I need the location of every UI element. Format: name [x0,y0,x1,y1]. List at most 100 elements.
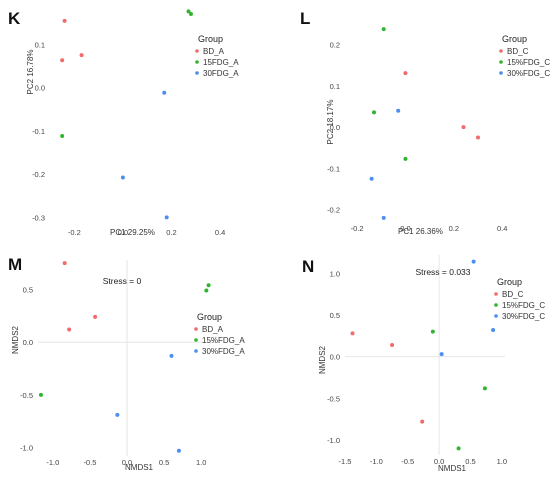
y-tick-label: -0.1 [327,164,340,173]
legend-swatch [194,349,198,353]
legend-item: 30%FDG_C [507,69,550,78]
legend-swatch [194,327,198,331]
legend-item: BD_A [203,47,225,56]
data-point-fdg30 [369,176,374,181]
x-tick-label: 1.0 [196,458,206,467]
data-point-fdg15 [381,27,386,32]
data-point-fdg15 [372,110,377,115]
x-tick-label: 0.0 [400,224,410,233]
data-point-fdg30 [471,259,476,264]
x-tick-label: -0.5 [401,457,414,466]
legend-item: 15%FDG_C [502,301,545,310]
x-tick-label: 0.4 [215,228,225,237]
y-tick-label: 0.0 [330,123,340,132]
data-point-fdg30 [381,215,386,220]
y-axis-label: PC2 18.17% [326,100,335,145]
legend-item: 15FDG_A [203,58,239,67]
data-point-fdg15 [456,446,461,451]
data-point-bd [420,419,425,424]
y-axis-label: NMDS2 [318,345,327,374]
legend-item: 30%FDG_C [502,312,545,321]
legend-item: 30%FDG_A [202,347,245,356]
data-point-fdg15 [60,134,65,139]
x-tick-label: 0.5 [465,457,475,466]
data-point-bd [93,314,98,319]
x-tick-label: 0.2 [449,224,459,233]
data-point-bd [67,327,72,332]
y-tick-label: -0.5 [20,391,33,400]
x-tick-label: -1.5 [339,457,352,466]
legend-swatch [494,292,498,296]
legend-swatch [195,49,199,53]
x-axis-label: PC1 29.25% [110,228,155,237]
legend-swatch [494,303,498,307]
legend-title: Group [198,34,223,44]
x-tick-label: 0.0 [122,458,132,467]
y-axis-label: NMDS2 [11,325,20,354]
data-point-fdg30 [439,352,444,357]
y-tick-label: -0.2 [32,170,45,179]
legend-swatch [194,338,198,342]
y-tick-label: 0.2 [330,41,340,50]
legend-swatch [499,71,503,75]
panel-label: K [8,9,21,28]
y-tick-label: 0.5 [330,311,340,320]
panel-label: N [302,257,314,276]
legend-swatch [195,71,199,75]
y-tick-label: 0.1 [330,82,340,91]
data-point-fdg15 [204,288,209,293]
data-point-bd [60,58,65,63]
data-point-fdg30 [396,108,401,113]
data-point-fdg15 [430,329,435,334]
x-tick-label: 0.0 [434,457,444,466]
data-point-fdg30 [164,215,169,220]
panel-label: L [300,9,310,28]
y-tick-label: 0.0 [23,338,33,347]
data-point-fdg15 [403,156,408,161]
data-point-fdg30 [491,328,496,332]
legend-item: BD_C [502,290,524,299]
legend-swatch [499,49,503,53]
data-point-fdg15 [188,12,193,16]
y-tick-label: -1.0 [327,436,340,445]
legend-item: BD_A [202,325,224,334]
x-tick-label: -1.0 [370,457,383,466]
legend-title: Group [502,34,527,44]
data-point-fdg30 [115,412,120,417]
panel-n: N -1.5 -1.0 -0.5 0.0 0.5 1.0 1.0 0.5 0.0 -0.5 -1.0 N… [302,255,545,473]
y-axis-label: PC2 16.78% [26,50,35,95]
y-tick-label: 0.1 [35,40,45,49]
legend-swatch [494,314,498,318]
data-point-bd [403,71,408,76]
data-point-fdg30 [176,448,181,453]
x-axis-label: PC1 26.36% [398,227,443,236]
legend-item: 15%FDG_A [202,336,245,345]
y-tick-label: 0.5 [23,286,33,295]
data-point-bd [475,135,480,140]
x-tick-label: 0.5 [159,458,169,467]
data-point-fdg15 [38,392,43,397]
x-tick-label: -1.0 [46,458,59,467]
stress-annotation: Stress = 0.033 [415,267,470,277]
x-axis-label: NMDS1 [125,463,154,472]
legend-swatch [195,60,199,64]
stress-annotation: Stress = 0 [103,276,142,286]
y-tick-label: -0.2 [327,206,340,215]
data-point-bd [62,18,67,23]
data-point-fdg15 [482,386,487,391]
y-tick-label: 0.0 [35,84,45,93]
data-point-fdg30 [120,175,125,180]
data-point-bd [390,343,395,347]
panel-l: L -0.2 0.0 0.2 0.4 0.2 0.1 0.0 -0.1 -0.2 PC1 26.36… [300,9,550,236]
legend-item: 15%FDG_C [507,58,550,67]
panel-m: M -1.0 -0.5 0.0 0.5 1.0 0.5 0.0 -0.5 -1.0 NMDS1 NMD… [8,255,245,472]
y-tick-label: -0.5 [327,394,340,403]
x-tick-label: -0.2 [68,228,81,237]
legend-swatch [499,60,503,64]
x-tick-label: 0.0 [118,228,128,237]
legend-item: BD_C [507,47,529,56]
y-tick-label: 1.0 [330,269,340,278]
y-tick-label: -0.1 [32,127,45,136]
data-point-bd [350,331,355,336]
